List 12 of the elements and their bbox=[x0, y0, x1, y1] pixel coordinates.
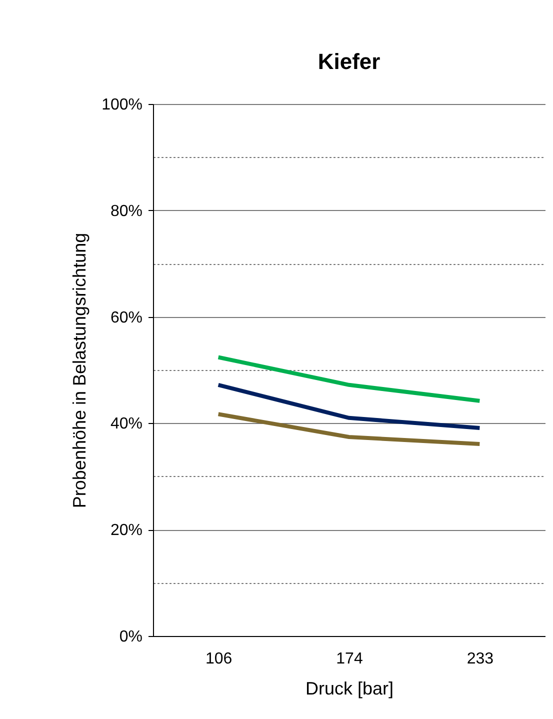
x-axis-title: Druck [bar] bbox=[305, 678, 394, 698]
y-tick-label: 0% bbox=[119, 628, 142, 646]
x-tick-label: 106 bbox=[205, 650, 232, 668]
x-tick-label: 174 bbox=[336, 650, 363, 668]
x-tick-label: 233 bbox=[466, 650, 494, 668]
y-tick-label: 100% bbox=[102, 96, 142, 114]
y-tick-label: 20% bbox=[110, 522, 142, 540]
y-tick-label: 80% bbox=[110, 202, 142, 220]
chart-title: Kiefer bbox=[318, 49, 381, 74]
y-tick-label: 40% bbox=[110, 416, 142, 433]
y-tick-label: 60% bbox=[110, 309, 142, 326]
y-axis-title: Probenhöhe in Belastungsrichtung bbox=[70, 232, 90, 508]
